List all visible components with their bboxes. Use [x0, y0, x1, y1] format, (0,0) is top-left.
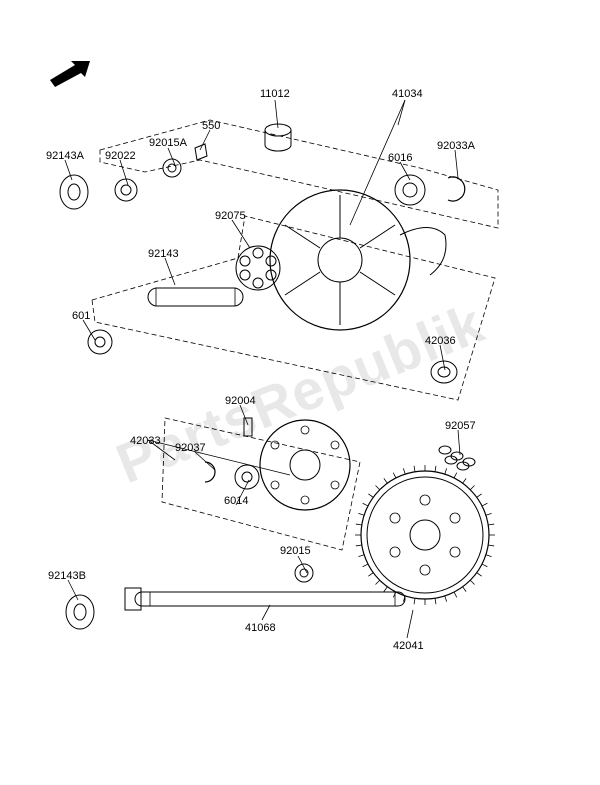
label-6014: 6014 — [224, 495, 248, 507]
label-92057: 92057 — [445, 420, 476, 432]
label-92004: 92004 — [225, 395, 256, 407]
label-92143A: 92143A — [46, 150, 84, 162]
orientation-arrow-icon — [45, 55, 93, 93]
label-550: 550 — [202, 120, 220, 132]
label-601: 601 — [72, 310, 90, 322]
label-42033: 42033 — [130, 435, 161, 447]
label-42036: 42036 — [425, 335, 456, 347]
label-41068: 41068 — [245, 622, 276, 634]
label-92143: 92143 — [148, 248, 179, 260]
label-41034: 41034 — [392, 88, 423, 100]
label-92075: 92075 — [215, 210, 246, 222]
label-11012: 11012 — [260, 88, 290, 100]
label-92015A: 92015A — [149, 137, 187, 149]
label-92037: 92037 — [175, 442, 206, 454]
label-92022: 92022 — [105, 150, 136, 162]
parts-illustration — [0, 0, 600, 785]
label-92015: 92015 — [280, 545, 311, 557]
parts-diagram: PartsRepublik — [0, 0, 600, 785]
label-92033A: 92033A — [437, 140, 475, 152]
label-42041: 42041 — [393, 640, 424, 652]
label-6016: 6016 — [388, 152, 412, 164]
label-92143B: 92143B — [48, 570, 86, 582]
